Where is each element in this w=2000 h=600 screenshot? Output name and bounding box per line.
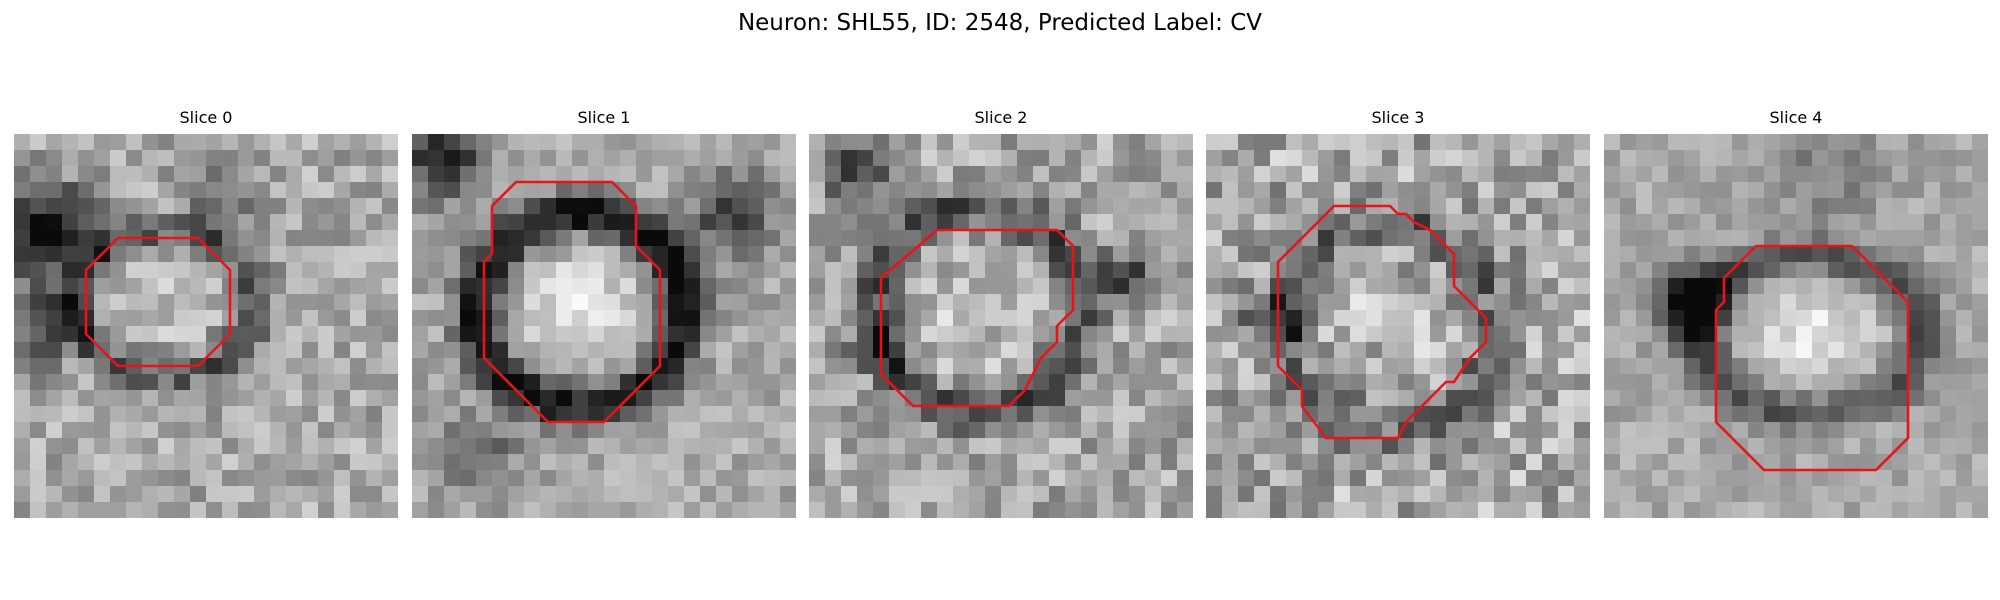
microscopy-slice-image	[1206, 134, 1590, 518]
figure-title: Neuron: SHL55, ID: 2548, Predicted Label…	[737, 10, 1263, 36]
slice-title: Slice 1	[577, 108, 631, 127]
segmentation-contour	[482, 180, 662, 424]
segmentation-contour	[84, 236, 232, 368]
slice-title: Slice 4	[1769, 108, 1823, 127]
microscopy-slice-image	[809, 134, 1193, 518]
slice-title: Slice 2	[974, 108, 1028, 127]
slice-title: Slice 3	[1371, 108, 1425, 127]
microscopy-slice-image	[1604, 134, 1988, 518]
microscopy-slice-image	[412, 134, 796, 518]
slice-title: Slice 0	[179, 108, 233, 127]
segmentation-contour	[1276, 204, 1488, 440]
segmentation-contour	[879, 228, 1075, 408]
segmentation-contour	[1714, 244, 1910, 472]
microscopy-slice-image	[14, 134, 398, 518]
